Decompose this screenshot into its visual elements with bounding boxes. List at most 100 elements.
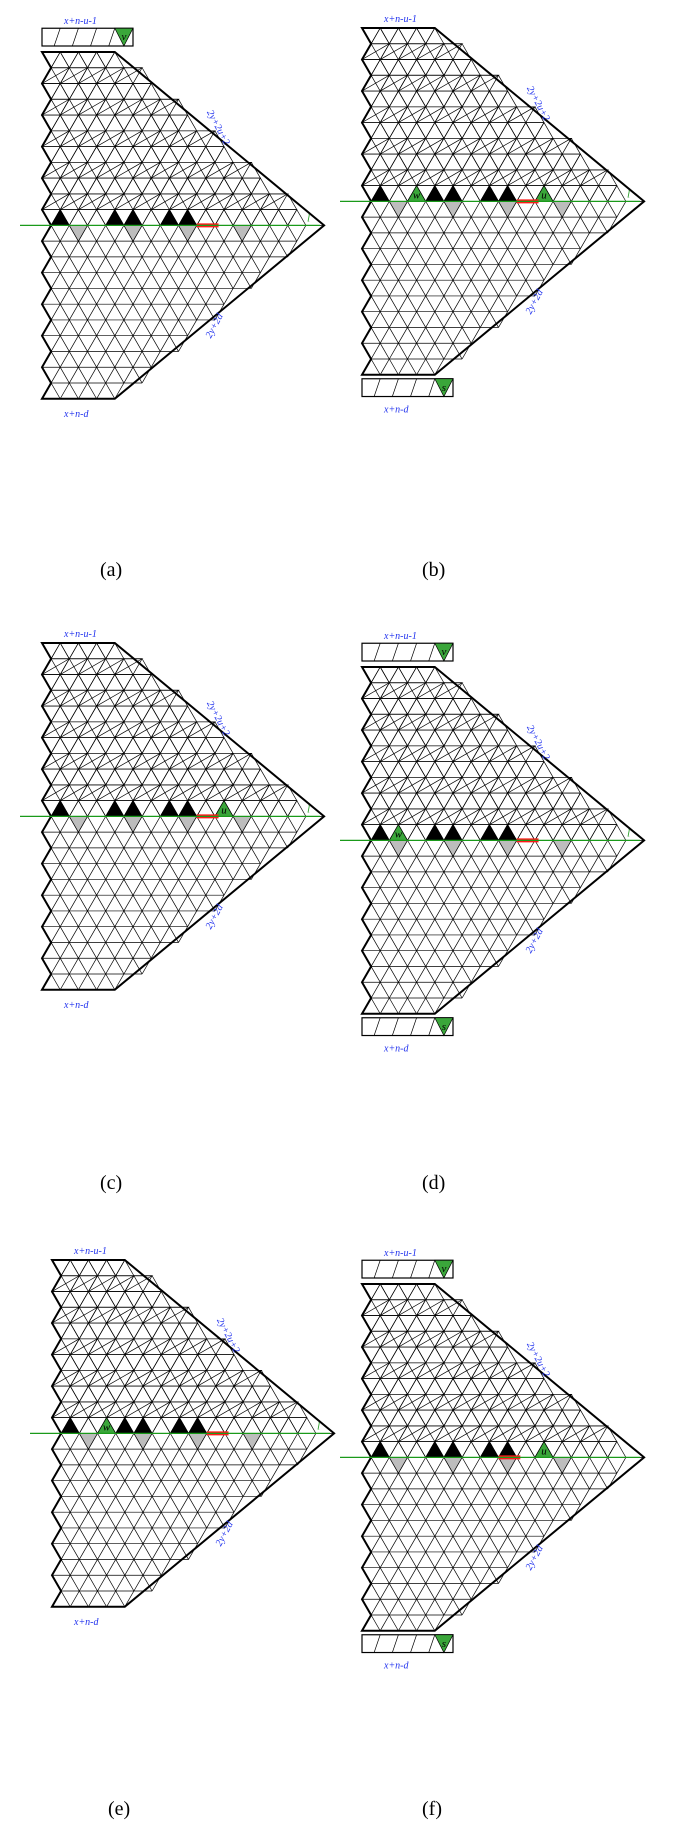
lattice-triangle [150,114,171,132]
grid-line [543,1504,554,1521]
grid-line [479,1378,490,1395]
grid-line [479,745,490,762]
gray-down-triangle [443,840,463,857]
grid-line [196,130,207,147]
grid-line [370,1488,381,1505]
grid-line [114,240,125,258]
grid-line [580,216,590,234]
grid-line [187,910,198,927]
grid-line [96,193,107,210]
grid-line [452,90,463,107]
grid-line [398,216,408,234]
grid-line [370,138,381,155]
grid-line [250,753,261,770]
grid-line [151,1496,162,1513]
grid-line [133,1370,144,1387]
grid-line [169,1433,180,1450]
grid-line [410,643,417,662]
grid-line [132,146,143,163]
lattice-triangle [241,209,262,227]
grid-line [470,138,481,155]
grid-line [470,59,481,76]
grid-line [498,1488,508,1505]
grid-line [150,753,161,770]
grid-line [407,903,417,920]
grid-line [425,761,436,778]
black-up-triangle [169,1416,190,1434]
grid-line [196,737,207,754]
grid-line [534,248,545,265]
lattice-triangle [95,768,116,786]
lattice-triangle [178,1322,199,1340]
grid-line [489,1488,499,1505]
grid-line [150,99,161,116]
grid-line [50,658,61,675]
grid-line [68,690,79,707]
grid-line [370,216,381,234]
grid-line [525,777,536,794]
grid-line [87,879,97,896]
lattice-triangle [452,729,472,747]
grid-line [416,106,427,123]
grid-line [416,169,427,186]
grid-line [552,855,563,873]
grid-line [416,122,427,139]
grid-line [88,1417,98,1434]
grid-line [78,1370,89,1387]
grid-line [425,327,436,344]
grid-line [169,177,179,195]
grid-line [142,1448,153,1466]
grid-line [479,1362,490,1379]
grid-line [68,319,79,336]
grid-line [160,1512,171,1529]
grid-line [370,761,381,778]
grid-line [470,1520,481,1537]
grid-line [232,753,243,770]
grid-line [461,201,472,218]
grid-line [214,847,225,864]
grid-line [169,193,179,210]
grid-line [370,295,381,312]
grid-line [68,737,79,754]
grid-line [115,1322,126,1339]
lattice-region-c: u lx+n-u-12y+2u+22y+2dx+n-d [20,629,326,1011]
grid-line [150,784,161,801]
grid-line [580,808,590,825]
grid-line [428,643,436,662]
grid-line [407,1488,417,1505]
lattice-triangle [105,1259,126,1277]
grid-line [570,1425,581,1442]
grid-line [525,903,536,920]
black-up-triangle [123,208,143,226]
grid-line [87,209,97,226]
grid-line [178,705,188,722]
lattice-triangle [77,674,98,691]
grid-line [507,169,518,186]
grid-line [416,153,427,171]
grid-line [598,808,609,825]
grid-line [223,768,234,786]
grid-line [370,1394,381,1411]
lattice-triangle [223,768,243,786]
grid-line [407,777,417,794]
grid-line [123,351,134,368]
grid-line [379,1472,390,1490]
grid-line [370,327,381,344]
lattice-triangle [543,792,563,810]
grid-line [443,90,454,107]
lattice-triangle [397,1315,418,1332]
grid-line [425,792,436,810]
grid-line [398,1472,408,1490]
lattice-triangle [561,153,582,171]
grid-line [589,1457,599,1474]
grid-line [407,1441,417,1458]
grid-line [141,816,152,833]
grid-line [507,1394,518,1411]
grid-line [507,1409,518,1427]
grid-line [96,895,107,912]
grid-line [498,887,508,904]
grid-line [114,674,125,691]
grid-line [78,240,88,258]
grid-line [205,753,216,770]
lattice-triangle [379,729,400,747]
